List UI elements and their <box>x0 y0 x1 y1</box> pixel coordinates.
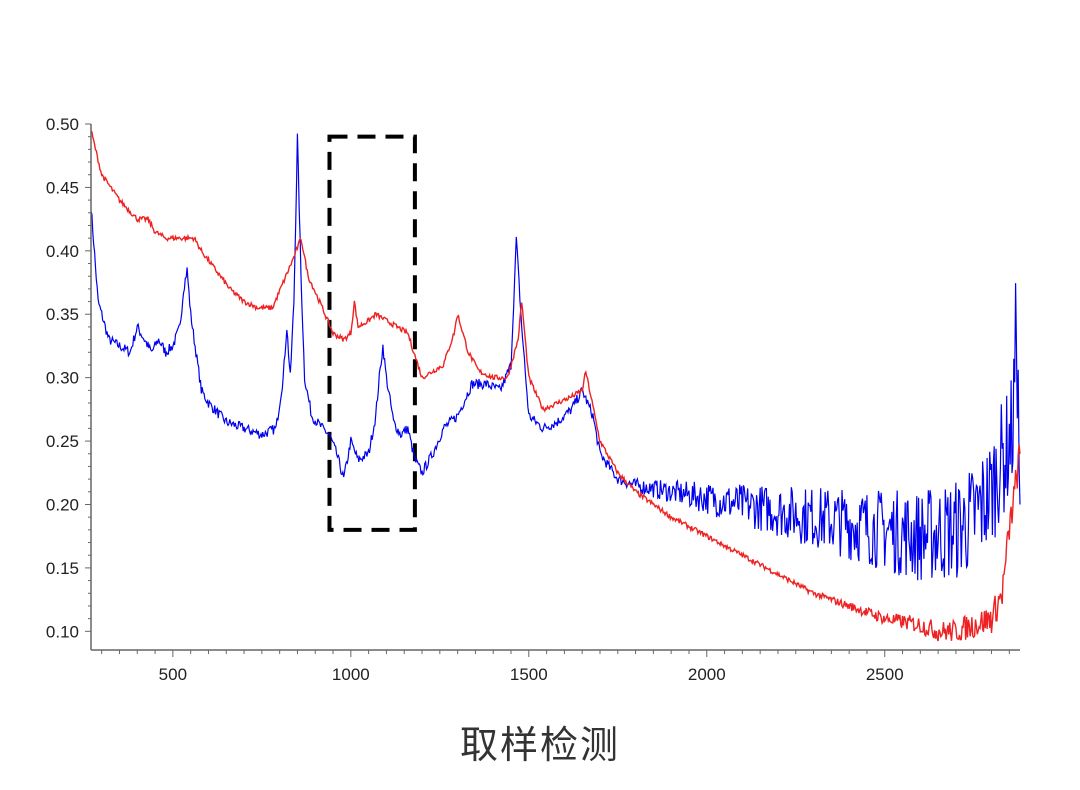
x-tick-label: 1500 <box>510 665 548 684</box>
x-tick-label: 2500 <box>866 665 904 684</box>
y-tick-label: 0.30 <box>46 369 79 388</box>
highlight-box-layer <box>327 134 417 532</box>
x-tick-label: 500 <box>159 665 187 684</box>
y-tick-label: 0.45 <box>46 178 79 197</box>
chart-caption: 取样检测 <box>459 723 620 767</box>
series-line-blue <box>91 133 1021 581</box>
spectrum-chart: 0.10 0.15 0.20 0.25 0.30 0.35 0.40 0.45 0.50 500 1… <box>46 115 1021 684</box>
highlight-box <box>327 134 417 532</box>
y-tick-label: 0.10 <box>46 622 79 641</box>
y-tick-label: 0.35 <box>46 305 79 324</box>
y-tick-label: 0.50 <box>46 115 79 134</box>
series-line-red <box>91 130 1021 642</box>
x-tick-label: 1000 <box>332 665 370 684</box>
y-tick-label: 0.40 <box>46 242 79 261</box>
y-tick-label: 0.20 <box>46 495 79 514</box>
y-tick-label: 0.15 <box>46 559 79 578</box>
axes: 0.10 0.15 0.20 0.25 0.30 0.35 0.40 0.45 0.50 500 1… <box>46 115 1020 684</box>
series-layer <box>91 130 1021 642</box>
y-tick-label: 0.25 <box>46 432 79 451</box>
x-tick-label: 2000 <box>688 665 726 684</box>
